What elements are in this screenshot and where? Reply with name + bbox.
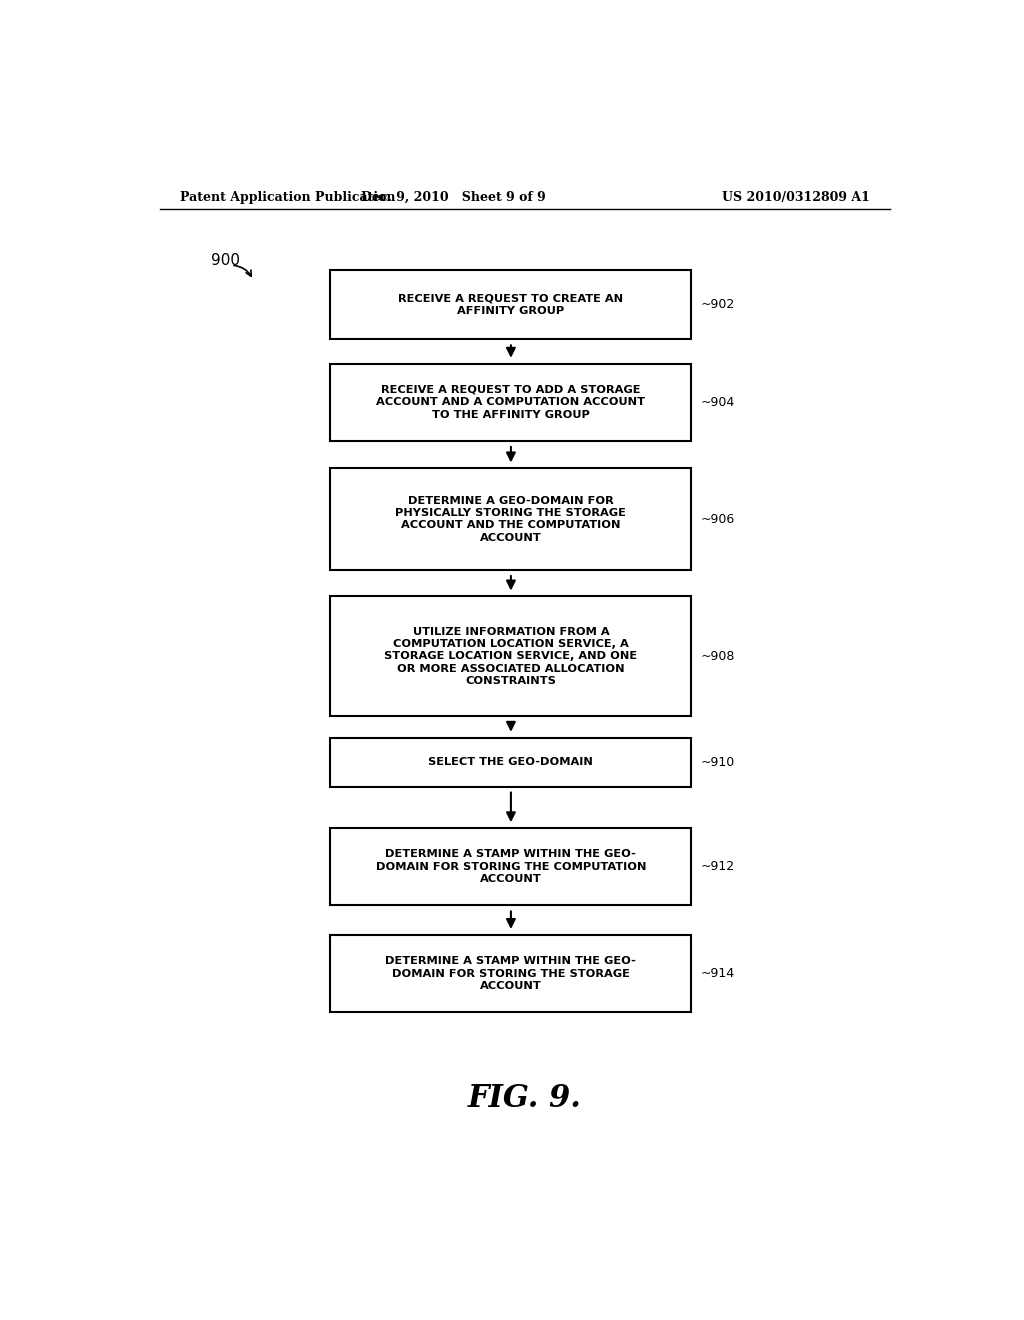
Text: ~908: ~908	[701, 649, 735, 663]
Bar	[331, 828, 691, 906]
Text: ~914: ~914	[701, 968, 735, 979]
Text: UTILIZE INFORMATION FROM A
COMPUTATION LOCATION SERVICE, A
STORAGE LOCATION SERV: UTILIZE INFORMATION FROM A COMPUTATION L…	[384, 627, 638, 686]
Text: US 2010/0312809 A1: US 2010/0312809 A1	[722, 190, 870, 203]
Text: SELECT THE GEO-DOMAIN: SELECT THE GEO-DOMAIN	[428, 758, 593, 767]
Text: ~904: ~904	[701, 396, 735, 409]
Text: DETERMINE A STAMP WITHIN THE GEO-
DOMAIN FOR STORING THE STORAGE
ACCOUNT: DETERMINE A STAMP WITHIN THE GEO- DOMAIN…	[385, 956, 636, 991]
Bar	[331, 935, 691, 1012]
Text: DETERMINE A STAMP WITHIN THE GEO-
DOMAIN FOR STORING THE COMPUTATION
ACCOUNT: DETERMINE A STAMP WITHIN THE GEO- DOMAIN…	[376, 850, 646, 884]
Text: ~906: ~906	[701, 512, 735, 525]
Text: 900: 900	[211, 252, 241, 268]
Text: FIG. 9.: FIG. 9.	[468, 1084, 582, 1114]
Text: ~910: ~910	[701, 755, 735, 768]
Bar	[331, 469, 691, 570]
Bar	[331, 597, 691, 717]
Text: RECEIVE A REQUEST TO ADD A STORAGE
ACCOUNT AND A COMPUTATION ACCOUNT
TO THE AFFI: RECEIVE A REQUEST TO ADD A STORAGE ACCOU…	[377, 385, 645, 420]
Bar	[331, 364, 691, 441]
Text: Patent Application Publication: Patent Application Publication	[179, 190, 395, 203]
Text: ~912: ~912	[701, 861, 735, 874]
Bar	[331, 738, 691, 787]
Text: ~902: ~902	[701, 298, 735, 312]
Text: RECEIVE A REQUEST TO CREATE AN
AFFINITY GROUP: RECEIVE A REQUEST TO CREATE AN AFFINITY …	[398, 293, 624, 315]
Bar	[331, 271, 691, 339]
Text: DETERMINE A GEO-DOMAIN FOR
PHYSICALLY STORING THE STORAGE
ACCOUNT AND THE COMPUT: DETERMINE A GEO-DOMAIN FOR PHYSICALLY ST…	[395, 495, 627, 543]
Text: Dec. 9, 2010   Sheet 9 of 9: Dec. 9, 2010 Sheet 9 of 9	[361, 190, 546, 203]
